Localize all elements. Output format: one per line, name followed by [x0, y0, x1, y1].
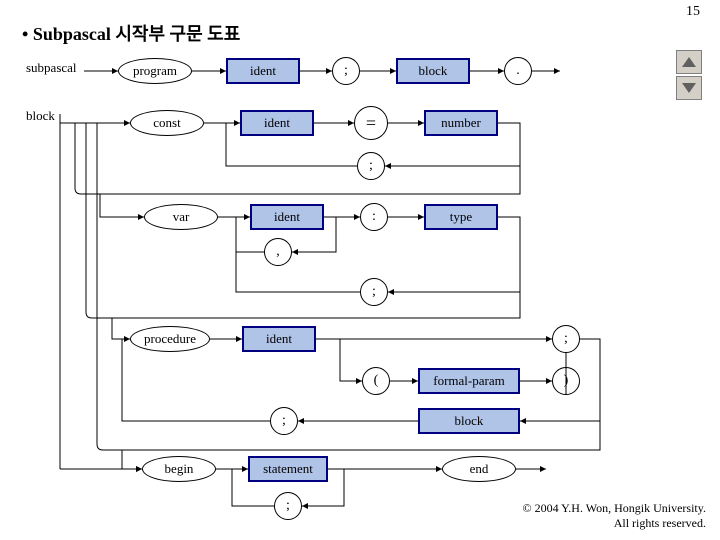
node-semicolon-3: ;	[360, 278, 388, 306]
node-semicolon-1: ;	[332, 57, 360, 85]
label-subpascal: subpascal	[26, 60, 77, 76]
node-end: end	[442, 456, 516, 482]
node-colon: :	[360, 203, 388, 231]
node-procedure: procedure	[130, 326, 210, 352]
node-semicolon-6: ;	[274, 492, 302, 520]
node-block-2: block	[418, 408, 520, 434]
node-dot: .	[504, 57, 532, 85]
node-block-1: block	[396, 58, 470, 84]
nav-down-button[interactable]	[676, 76, 702, 100]
footer-line1: © 2004 Y.H. Won, Hongik University.	[523, 501, 707, 517]
node-ident-4: ident	[242, 326, 316, 352]
node-lparen: (	[362, 367, 390, 395]
nav-up-button[interactable]	[676, 50, 702, 74]
node-type: type	[424, 204, 498, 230]
nav-arrows	[676, 50, 702, 102]
node-ident-1: ident	[226, 58, 300, 84]
title-text: Subpascal 시작부 구문 도표	[33, 24, 240, 44]
page-number: 15	[686, 4, 700, 20]
node-semicolon-2: ;	[357, 152, 385, 180]
node-statement: statement	[248, 456, 328, 482]
node-equals: =	[354, 106, 388, 140]
footer: © 2004 Y.H. Won, Hongik University. All …	[523, 501, 707, 532]
node-var: var	[144, 204, 218, 230]
page-title: • Subpascal 시작부 구문 도표	[22, 20, 240, 46]
diagram-wires	[0, 0, 720, 540]
node-ident-3: ident	[250, 204, 324, 230]
node-rparen: )	[552, 367, 580, 395]
node-begin: begin	[142, 456, 216, 482]
node-semicolon-5: ;	[270, 407, 298, 435]
label-block: block	[26, 108, 55, 124]
triangle-down-icon	[682, 83, 696, 93]
title-bullet: •	[22, 24, 28, 44]
node-number: number	[424, 110, 498, 136]
node-program: program	[118, 58, 192, 84]
node-semicolon-4: ;	[552, 325, 580, 353]
node-const: const	[130, 110, 204, 136]
triangle-up-icon	[682, 57, 696, 67]
node-formal-param: formal-param	[418, 368, 520, 394]
footer-line2: All rights reserved.	[523, 516, 707, 532]
node-comma-1: ,	[264, 238, 292, 266]
node-ident-2: ident	[240, 110, 314, 136]
